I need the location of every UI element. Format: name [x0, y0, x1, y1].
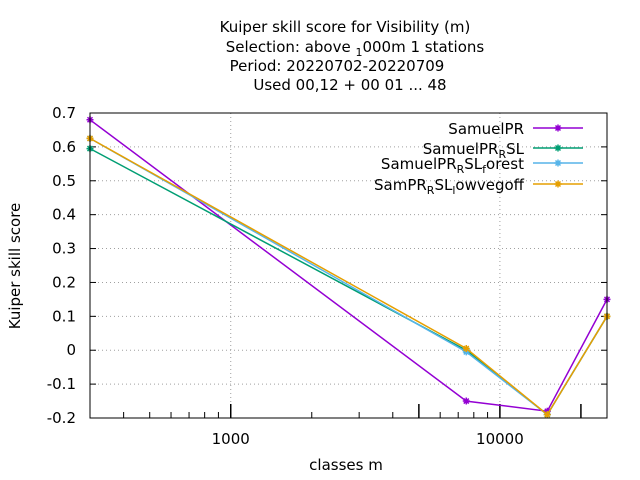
title-line-1: Kuiper skill score for Visibility (m): [220, 18, 471, 36]
x-axis-label: classes m: [309, 456, 383, 474]
data-point: [462, 345, 470, 353]
y-tick-label: 0.2: [52, 273, 76, 291]
y-tick-label: 0.3: [52, 240, 76, 258]
legend-label-samuelpr: SamuelPR: [448, 120, 524, 138]
legend-swatches: [533, 124, 583, 188]
legend-swatch-marker: [554, 159, 562, 167]
y-tick-label: 0.6: [52, 138, 76, 156]
legend-label-samuelpr-rsl-forest: SamuelPRRSLforest: [381, 155, 524, 176]
data-point: [543, 411, 551, 419]
legend-swatch-marker: [554, 144, 562, 152]
series-line-1: [89, 119, 608, 413]
series-line-3: [89, 137, 608, 416]
x-tick-label: 1000: [212, 430, 250, 448]
y-tick-label: 0: [66, 341, 76, 359]
x-tick-label: 10000: [476, 430, 524, 448]
x-axis-ticks: 1000 10000: [89, 404, 582, 448]
series-line-4: [89, 137, 608, 416]
y-tick-label: -0.2: [47, 409, 76, 427]
y-tick-label: 0.5: [52, 172, 76, 190]
legend-swatch-marker: [554, 124, 562, 132]
series-line-2: [89, 147, 608, 416]
y-tick-label: 0.7: [52, 104, 76, 122]
title-line-2: Selection: above 1000m 1 stations: [226, 38, 485, 59]
y-axis-label: Kuiper skill score: [6, 203, 24, 330]
y-tick-label: 0.1: [52, 307, 76, 325]
data-point: [462, 397, 470, 405]
title-line-3: Period: 20220702-20220709: [230, 57, 445, 75]
title-line-4: Used 00,12 + 00 01 ... 48: [253, 76, 446, 94]
legend-label-sampr-rsl-lowvegoff: SamPRRSLlowvegoff: [374, 176, 525, 197]
y-axis-ticks: 0.7 0.6 0.5 0.4 0.3 0.2 0.1 0 -0.1 -0.2: [47, 104, 607, 427]
series-lines: [86, 116, 611, 419]
y-tick-label: 0.4: [52, 206, 76, 224]
plot-frame: [89, 112, 608, 419]
legend: SamuelPR SamuelPRRSL SamuelPRRSLforest S…: [374, 120, 583, 197]
y-tick-label: -0.1: [47, 375, 76, 393]
grid: [90, 113, 607, 418]
chart-title: Kuiper skill score for Visibility (m) Se…: [220, 18, 485, 94]
legend-swatch-marker: [554, 180, 562, 188]
